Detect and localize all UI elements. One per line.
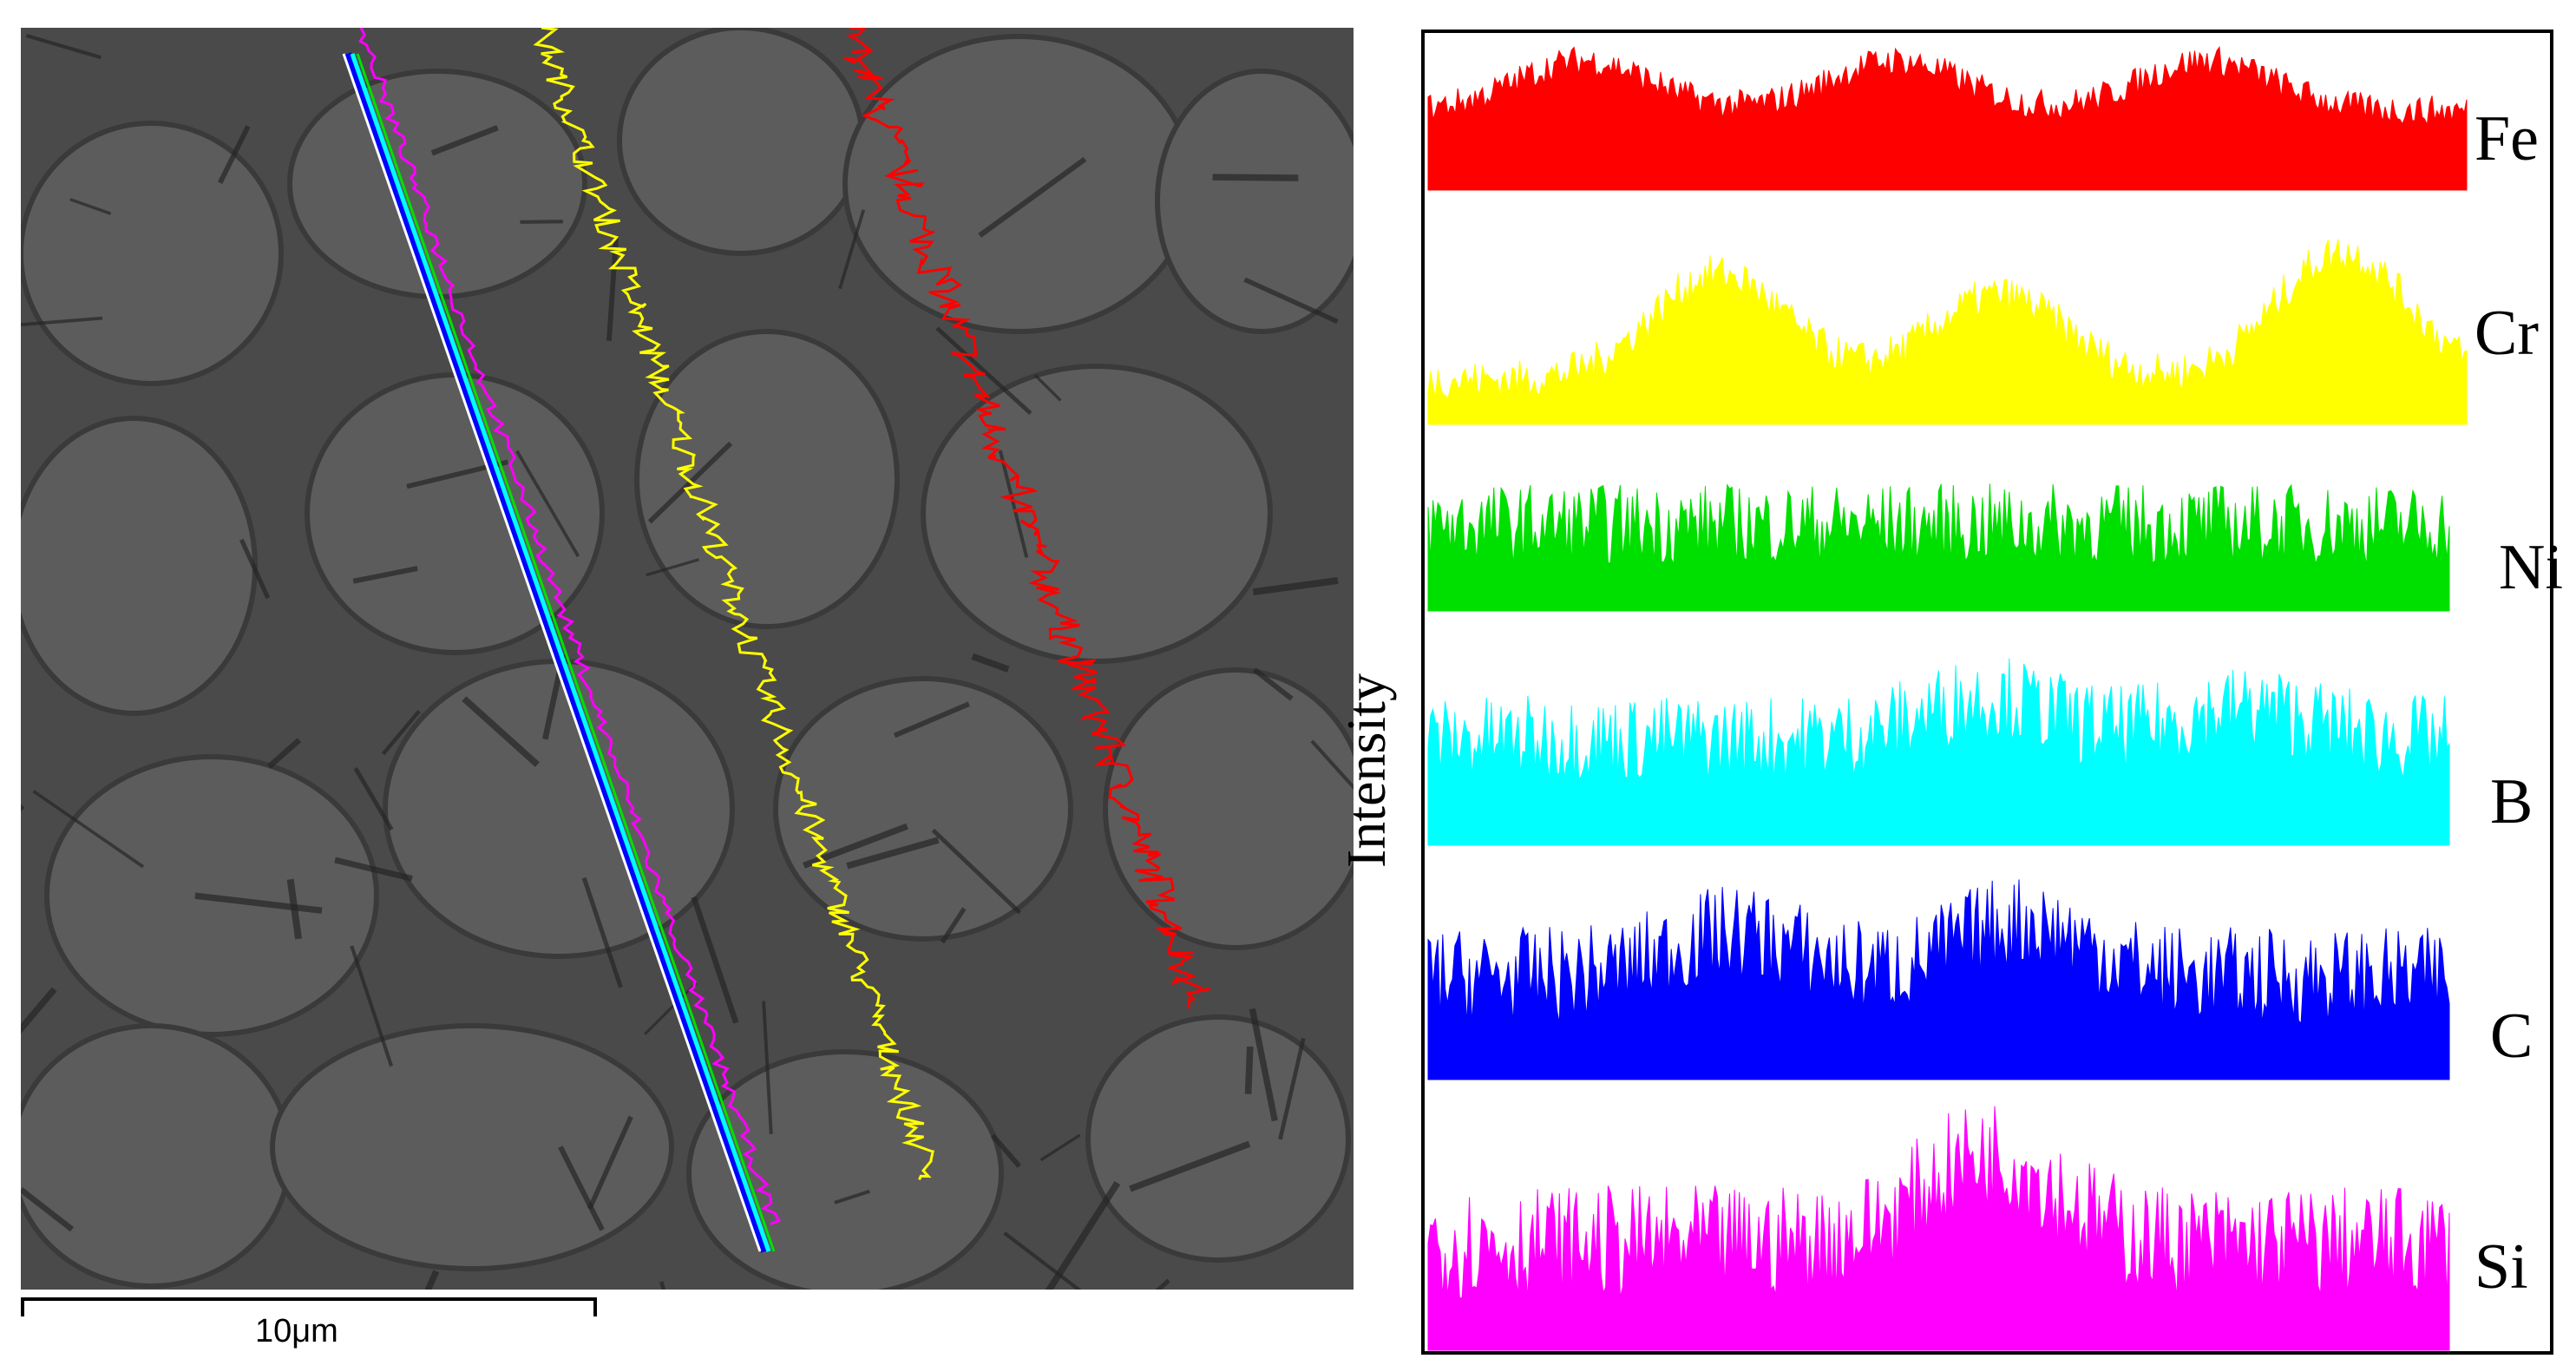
sem-boundary-streak: [194, 892, 323, 914]
profile-fe: [1427, 46, 2468, 191]
sem-boundary-streak: [515, 450, 580, 558]
scale-bar: 10μm: [21, 1297, 600, 1358]
sem-boundary-streak: [691, 896, 739, 1024]
sem-boundary-streak: [834, 1189, 870, 1205]
sem-boundary-streak: [1243, 277, 1339, 325]
scale-bar-line: [21, 1297, 597, 1301]
sem-boundary-streak: [644, 981, 698, 1035]
sem-boundary-streak: [25, 33, 102, 60]
element-label-b: B: [2490, 766, 2533, 837]
sem-boundary-streak: [267, 738, 302, 769]
fe-trace: [843, 28, 1211, 1009]
element-label-cr: Cr: [2474, 298, 2539, 369]
sem-boundary-streak: [32, 790, 145, 869]
si-trace: [357, 28, 782, 1225]
sem-boundary-streak: [462, 696, 540, 767]
sem-boundary-streak: [430, 125, 499, 156]
element-label-ni: Ni: [2499, 532, 2563, 603]
sem-boundary-streak: [353, 767, 394, 831]
sem-boundary-streak: [971, 653, 1010, 673]
sem-boundary-streak: [1003, 1231, 1082, 1290]
sem-boundary-streak: [762, 1001, 773, 1134]
sem-boundary-streak: [846, 837, 940, 870]
sem-boundary-streak: [581, 876, 623, 988]
sem-boundary-streak: [286, 878, 303, 940]
sem-boundary-streak: [1278, 1038, 1306, 1140]
sem-boundary-streak: [998, 450, 1029, 558]
scale-bar-tick-left: [21, 1297, 24, 1316]
scan-line-cyan: [350, 53, 771, 1252]
sem-boundary-streak: [1033, 374, 1062, 402]
sem-boundary-streak: [1039, 1133, 1081, 1162]
sem-grain: [287, 69, 587, 299]
sem-boundary-streak: [334, 857, 413, 882]
sem-grain: [617, 28, 865, 256]
cr-trace: [533, 28, 934, 1181]
sem-boundary-streak: [381, 710, 421, 756]
sem-boundary-streak: [350, 945, 394, 1067]
profile-si: [1427, 1106, 2450, 1351]
sem-grain: [634, 329, 900, 629]
sem-boundary-streak: [940, 907, 967, 944]
sem-boundary-streak: [239, 538, 271, 600]
scale-bar-tick-right: [593, 1297, 597, 1316]
sem-grain: [21, 416, 258, 716]
sem-boundary-streak: [978, 156, 1087, 238]
profile-cr: [1427, 239, 2468, 425]
sem-boundary-streak: [1310, 739, 1354, 791]
sem-boundary-streak: [659, 1281, 666, 1290]
profile-c: [1427, 879, 2450, 1080]
profile-frame: [1421, 30, 2553, 1355]
sem-boundary-streak: [218, 125, 251, 184]
profile-ni: [1427, 483, 2450, 612]
sem-boundary-streak: [1252, 667, 1294, 701]
sem-grain: [270, 1023, 674, 1271]
sem-boundary-streak: [990, 1133, 1022, 1168]
sem-grain: [383, 659, 735, 959]
sem-boundary-streak: [21, 316, 103, 327]
sem-boundary-streak: [1252, 577, 1339, 596]
sem-boundary-streak: [893, 701, 970, 739]
sem-grain: [921, 364, 1273, 664]
sem-boundary-streak: [352, 566, 418, 584]
scan-line-green: [356, 53, 776, 1252]
profile-group: [1427, 46, 2468, 1351]
scan-line-white: [342, 53, 762, 1252]
line-profile-panel: [1421, 30, 2553, 1355]
sem-boundary-streak: [1244, 1046, 1254, 1094]
sem-boundary-streak: [558, 1146, 605, 1231]
sem-boundary-streak: [1249, 1008, 1278, 1122]
sem-grain: [1103, 667, 1354, 950]
sem-grain: [21, 1023, 292, 1289]
element-label-si: Si: [2474, 1231, 2528, 1303]
sem-micrograph: [21, 28, 1354, 1290]
boundary-group: [21, 33, 1354, 1290]
scan-line-blue: [343, 52, 770, 1253]
sem-boundary-streak: [1129, 1140, 1251, 1192]
element-label-c: C: [2490, 1001, 2533, 1072]
sem-boundary-streak: [606, 237, 619, 341]
sem-grain: [1155, 69, 1354, 334]
sem-boundary-streak: [587, 1115, 633, 1210]
line-scan-traces: [342, 28, 1211, 1253]
sem-boundary-streak: [931, 828, 1022, 915]
sem-grain: [305, 372, 605, 655]
sem-grain: [21, 121, 284, 386]
sem-boundary-streak: [1212, 174, 1299, 181]
sem-boundary-streak: [646, 558, 699, 577]
element-label-fe: Fe: [2474, 103, 2539, 174]
sem-grain: [773, 676, 1073, 942]
intensity-axis-label: Intensity: [1335, 673, 1397, 868]
sem-boundary-streak: [935, 326, 1032, 416]
sem-boundary-streak: [21, 987, 57, 1034]
sem-boundary-streak: [69, 198, 112, 215]
sem-boundary-streak: [838, 209, 866, 290]
sem-grain: [1085, 1014, 1351, 1263]
sem-boundary-streak: [21, 1187, 75, 1232]
sem-boundary-streak: [520, 220, 563, 224]
scale-bar-label: 10μm: [255, 1313, 338, 1349]
profile-b: [1427, 658, 2450, 846]
